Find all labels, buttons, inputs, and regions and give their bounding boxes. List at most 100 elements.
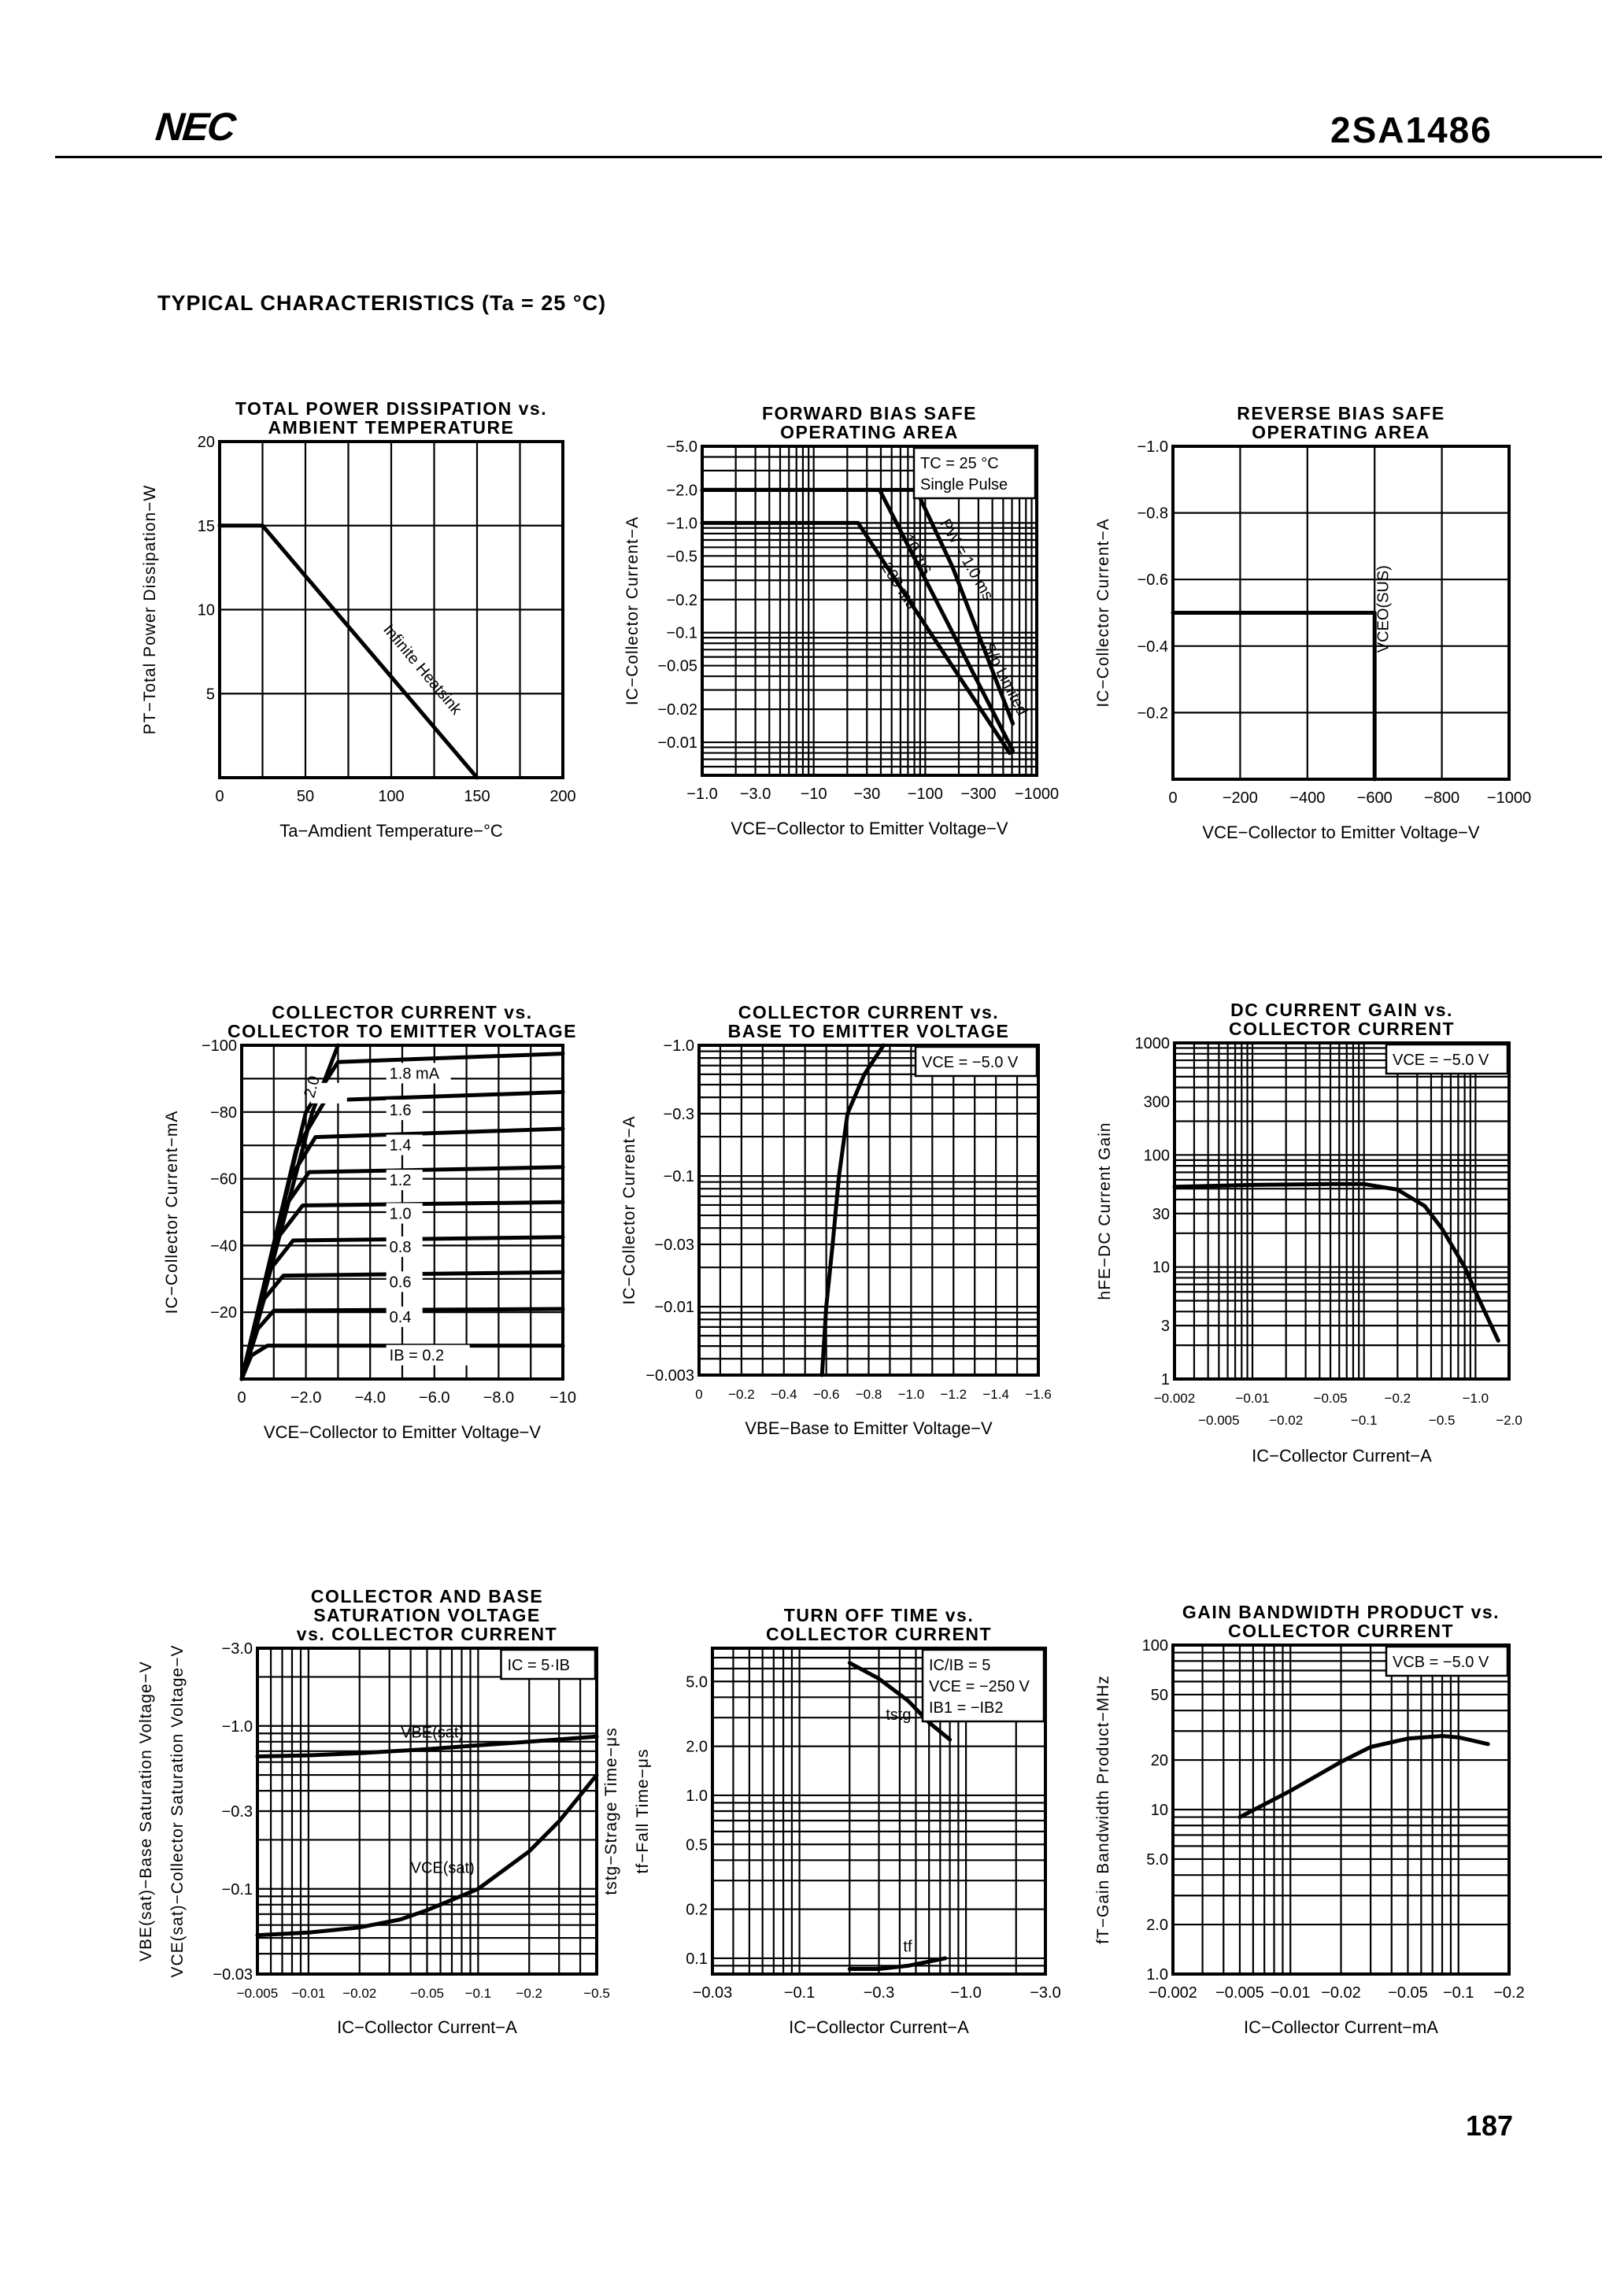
label-backdrop bbox=[386, 1306, 423, 1327]
y-tick-label: 3 bbox=[1161, 1318, 1170, 1335]
label-backdrop bbox=[386, 1063, 451, 1084]
y-tick-label: −0.2 bbox=[1138, 704, 1168, 722]
legend: VCE = −5.0 V bbox=[914, 1045, 1038, 1078]
y-tick-label: −40 bbox=[210, 1237, 237, 1255]
y-tick-label: −0.2 bbox=[667, 592, 697, 609]
label-backdrop bbox=[386, 1170, 423, 1191]
chart-title: TURN OFF TIME vs. bbox=[784, 1605, 974, 1625]
x-axis-label: IC−Collector Current−mA bbox=[1244, 2017, 1438, 2037]
legend-entry: Single Pulse bbox=[920, 476, 1008, 494]
y-axis-label: IC−Collector Current−A bbox=[623, 516, 642, 705]
x-tick-label: 0 bbox=[695, 1387, 702, 1402]
x-axis-label: IC−Collector Current−A bbox=[789, 2017, 969, 2037]
legend-entry: IC = 5·IB bbox=[508, 1657, 570, 1674]
x-tick-label: −0.2 bbox=[516, 1986, 542, 2001]
x-axis-label: VBE−Base to Emitter Voltage−V bbox=[745, 1418, 993, 1438]
y-tick-label: 20 bbox=[1151, 1752, 1168, 1769]
y-tick-label: 10 bbox=[198, 602, 215, 619]
x-tick-label: −1.0 bbox=[950, 1984, 981, 2002]
y-axis-label: VBE(sat)−Base Saturation Voltage−V bbox=[137, 1661, 155, 1961]
y-tick-label: −0.01 bbox=[654, 1299, 694, 1316]
x-tick-label: −0.1 bbox=[784, 1984, 815, 2002]
x-tick-label: 100 bbox=[378, 788, 404, 805]
x-tick-label: −0.5 bbox=[1429, 1413, 1456, 1428]
x-tick-label: 150 bbox=[464, 788, 490, 805]
grid bbox=[697, 1044, 1040, 1377]
x-tick-label: 0 bbox=[1168, 789, 1177, 807]
y-tick-label: 1 bbox=[1161, 1371, 1170, 1388]
x-tick-label: −600 bbox=[1357, 789, 1393, 807]
plot-frame bbox=[256, 1647, 598, 1976]
x-tick-label: −0.05 bbox=[1314, 1391, 1348, 1406]
y-tick-label: −80 bbox=[210, 1104, 237, 1122]
series-label: 1.6 bbox=[390, 1102, 412, 1119]
grid bbox=[1171, 1643, 1511, 1976]
grid bbox=[1173, 1041, 1511, 1381]
series-label: PW = 1.0 ms bbox=[936, 516, 997, 604]
y-axis-label: tf−Fall Time−μs bbox=[634, 1749, 652, 1874]
series-label: Infinite Heatsink bbox=[379, 621, 465, 719]
y-tick-label: −0.1 bbox=[667, 625, 697, 642]
chart-title: DC CURRENT GAIN vs. bbox=[1230, 1000, 1453, 1020]
x-tick-label: −0.03 bbox=[693, 1984, 733, 2002]
x-axis-label: VCE−Collector to Emitter Voltage−V bbox=[264, 1422, 541, 1442]
y-tick-label: 2.0 bbox=[686, 1739, 708, 1756]
y-tick-label: 50 bbox=[1151, 1687, 1168, 1704]
y-tick-label: −3.0 bbox=[222, 1640, 253, 1658]
series-label: tf bbox=[903, 1938, 912, 1955]
y-axis-label: IC−Collector Current−mA bbox=[163, 1111, 181, 1314]
y-tick-label: 5.0 bbox=[1146, 1851, 1168, 1869]
x-tick-label: −1.4 bbox=[982, 1387, 1009, 1402]
y-tick-label: 0.1 bbox=[686, 1950, 708, 1968]
grid bbox=[711, 1647, 1047, 1976]
chart-1: TOTAL POWER DISSIPATION vs.AMBIENT TEMPE… bbox=[141, 398, 576, 841]
y-tick-label: 10 bbox=[1152, 1259, 1170, 1277]
x-tick-label: −0.01 bbox=[1271, 1984, 1311, 2002]
y-tick-label: 30 bbox=[1152, 1206, 1170, 1223]
legend: TC = 25 °C Single Pulse bbox=[912, 446, 1037, 500]
series-label: 1.8 mA bbox=[390, 1065, 440, 1082]
x-tick-label: 200 bbox=[549, 788, 575, 805]
plot-frame bbox=[218, 440, 564, 779]
x-tick-label: −8.0 bbox=[483, 1389, 514, 1407]
x-tick-label: −6.0 bbox=[419, 1389, 449, 1407]
x-axis-label: VCE−Collector to Emitter Voltage−V bbox=[731, 819, 1008, 838]
y-tick-label: 15 bbox=[198, 518, 215, 535]
x-tick-label: −1000 bbox=[1015, 786, 1059, 803]
y-tick-label: −0.1 bbox=[664, 1168, 694, 1185]
x-tick-label: −0.2 bbox=[1385, 1391, 1411, 1406]
y-tick-label: −0.05 bbox=[657, 658, 697, 675]
series-line bbox=[1171, 611, 1377, 782]
x-tick-label: −3.0 bbox=[1030, 1984, 1060, 2002]
legend-box bbox=[914, 1045, 1038, 1078]
y-axis-label: IC−Collector Current−A bbox=[1094, 518, 1112, 707]
legend: VCE = −5.0 V bbox=[1385, 1043, 1509, 1075]
label-backdrop bbox=[386, 1134, 423, 1155]
y-axis-label: fT−Gain Bandwidth Product−MHz bbox=[1094, 1675, 1112, 1944]
series-line bbox=[847, 1956, 948, 1971]
y-tick-label: 5.0 bbox=[686, 1673, 708, 1691]
x-tick-label: −0.02 bbox=[1321, 1984, 1361, 2002]
series-label: 1.4 bbox=[390, 1137, 412, 1155]
x-tick-label: −0.01 bbox=[291, 1986, 325, 2001]
y-tick-label: −0.03 bbox=[213, 1966, 253, 1984]
chart-title: AMBIENT TEMPERATURE bbox=[268, 417, 514, 438]
chart-6: DC CURRENT GAIN vs.COLLECTOR CURRENT −0.0… bbox=[1096, 1000, 1522, 1466]
chart-title: REVERSE BIAS SAFE bbox=[1237, 403, 1445, 423]
x-tick-label: −0.02 bbox=[1269, 1413, 1303, 1428]
x-tick-label: −10 bbox=[549, 1389, 576, 1407]
y-tick-label: −0.3 bbox=[222, 1803, 253, 1821]
y-axis-label: VCE(sat)−Collector Saturation Voltage−V bbox=[168, 1644, 187, 1977]
series-label: 10 ms bbox=[899, 531, 937, 577]
y-tick-label: −0.03 bbox=[654, 1237, 694, 1254]
x-tick-label: −1000 bbox=[1487, 789, 1531, 807]
x-tick-label: −0.01 bbox=[1236, 1391, 1270, 1406]
y-tick-label: −100 bbox=[202, 1037, 237, 1055]
chart-title: COLLECTOR CURRENT bbox=[766, 1624, 992, 1644]
series-label: VCE(sat) bbox=[411, 1860, 475, 1877]
y-tick-label: 1.0 bbox=[686, 1788, 708, 1805]
x-tick-label: −1.0 bbox=[686, 786, 717, 803]
x-tick-label: −0.6 bbox=[813, 1387, 840, 1402]
